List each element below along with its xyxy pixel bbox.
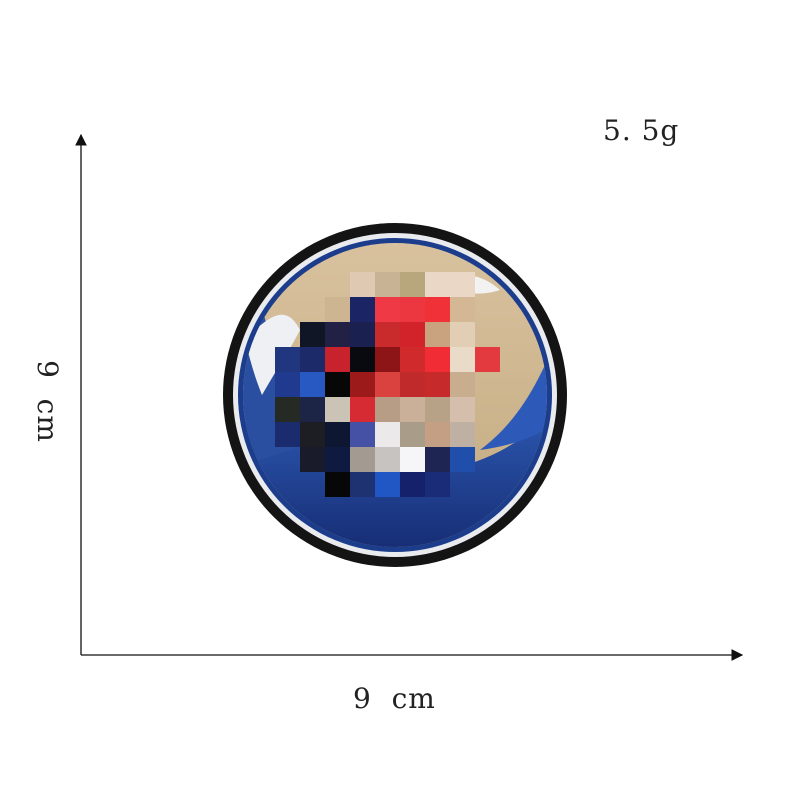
mosaic-tile bbox=[275, 372, 300, 397]
mosaic-tile bbox=[325, 422, 350, 447]
mosaic-tile bbox=[300, 447, 325, 472]
mosaic-tile bbox=[400, 297, 425, 322]
mosaic-tile bbox=[325, 472, 350, 497]
mosaic-tile bbox=[375, 322, 400, 347]
mosaic-tile bbox=[375, 422, 400, 447]
mosaic-tile bbox=[425, 472, 450, 497]
mosaic-tile bbox=[450, 422, 475, 447]
mosaic-tile bbox=[375, 397, 400, 422]
mosaic-tile bbox=[325, 397, 350, 422]
mosaic-tile bbox=[300, 372, 325, 397]
dimension-axes bbox=[75, 133, 744, 661]
mosaic-tile bbox=[325, 297, 350, 322]
mosaic-tile bbox=[275, 397, 300, 422]
mosaic-tile bbox=[450, 272, 475, 297]
mosaic-tile bbox=[425, 447, 450, 472]
mosaic-tile bbox=[375, 472, 400, 497]
mosaic-tile bbox=[375, 297, 400, 322]
mosaic-tile bbox=[375, 272, 400, 297]
mosaic-tile bbox=[325, 347, 350, 372]
mosaic-tile bbox=[350, 372, 375, 397]
mosaic-tile bbox=[325, 447, 350, 472]
patch-wave-right bbox=[480, 330, 547, 450]
mosaic-tile bbox=[300, 322, 325, 347]
mosaic-tile bbox=[300, 347, 325, 372]
mosaic-tile bbox=[350, 347, 375, 372]
mosaic-tile bbox=[350, 422, 375, 447]
mosaic-tile bbox=[400, 372, 425, 397]
mosaic-tile bbox=[375, 347, 400, 372]
mosaic-tile bbox=[350, 297, 375, 322]
mosaic-tile bbox=[450, 397, 475, 422]
mosaic-tile bbox=[275, 347, 300, 372]
mosaic-tile bbox=[450, 372, 475, 397]
mosaic-tile bbox=[350, 472, 375, 497]
mosaic-tile bbox=[400, 347, 425, 372]
weight-label: 5. 5g bbox=[603, 114, 680, 147]
mosaic-tile bbox=[350, 397, 375, 422]
mosaic-tile bbox=[300, 397, 325, 422]
mosaic-tile bbox=[300, 422, 325, 447]
mosaic-tile bbox=[425, 372, 450, 397]
mosaic-tile bbox=[400, 472, 425, 497]
mosaic-tile bbox=[425, 297, 450, 322]
mosaic-tile bbox=[400, 397, 425, 422]
mosaic-tile bbox=[450, 447, 475, 472]
mosaic-tile bbox=[350, 447, 375, 472]
mosaic-tile bbox=[475, 347, 500, 372]
mosaic-tile bbox=[425, 422, 450, 447]
censor-mosaic bbox=[275, 272, 500, 497]
height-dimension-label: 9 cm bbox=[30, 360, 64, 443]
mosaic-tile bbox=[425, 272, 450, 297]
mosaic-tile bbox=[425, 322, 450, 347]
mosaic-tile bbox=[450, 322, 475, 347]
width-dimension-label: 9 cm bbox=[353, 682, 436, 715]
mosaic-tile bbox=[400, 322, 425, 347]
mosaic-tile bbox=[425, 397, 450, 422]
mosaic-tile bbox=[400, 272, 425, 297]
patch-wave-foam bbox=[245, 314, 300, 395]
mosaic-tile bbox=[450, 347, 475, 372]
mosaic-tile bbox=[350, 322, 375, 347]
mosaic-tile bbox=[400, 447, 425, 472]
mosaic-tile bbox=[375, 447, 400, 472]
mosaic-tile bbox=[275, 422, 300, 447]
mosaic-tile bbox=[425, 347, 450, 372]
mosaic-tile bbox=[450, 297, 475, 322]
mosaic-tile bbox=[325, 372, 350, 397]
mosaic-tile bbox=[325, 322, 350, 347]
mosaic-tile bbox=[400, 422, 425, 447]
mosaic-tile bbox=[375, 372, 400, 397]
mosaic-tile bbox=[350, 272, 375, 297]
embroidered-patch bbox=[223, 223, 567, 567]
